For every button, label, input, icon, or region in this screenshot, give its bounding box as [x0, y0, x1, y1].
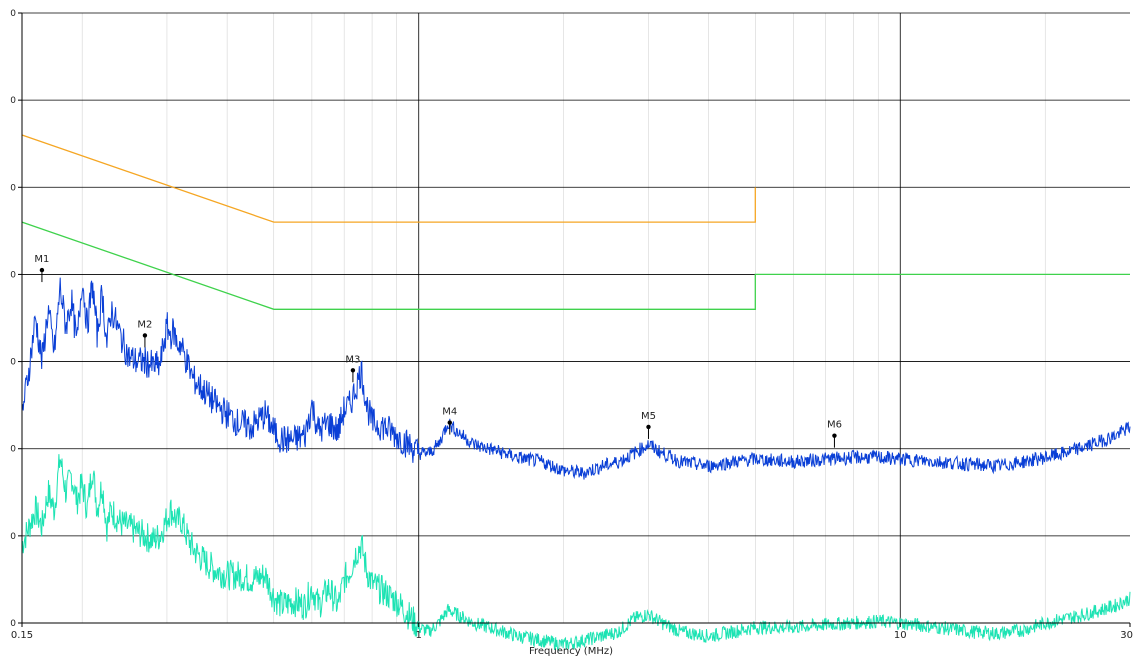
marker-label: M2 — [137, 319, 152, 330]
y-tick-label: 0 — [10, 358, 16, 368]
average-trace — [21, 454, 1131, 652]
measurement-traces — [21, 277, 1131, 652]
avg-limit-line — [21, 221, 1130, 310]
marker-dot — [447, 420, 452, 425]
marker-dot — [646, 424, 651, 430]
marker-label: M6 — [827, 420, 842, 431]
x-tick-label: 30 — [1120, 630, 1133, 641]
y-tick-label: 0 — [10, 532, 16, 542]
y-tick-label: 0 — [10, 96, 16, 106]
marker-label: M3 — [345, 354, 360, 365]
x-tick-label: 10 — [894, 630, 907, 641]
marker-dot — [832, 433, 837, 438]
limit-lines — [21, 134, 1130, 310]
x-tick-label: 1 — [416, 630, 422, 641]
x-tick-label: 0.15 — [11, 630, 33, 641]
y-tick-label: 0 — [10, 183, 16, 193]
y-tick-label: 0 — [10, 445, 16, 455]
peak-trace — [21, 277, 1131, 480]
axes — [21, 13, 1130, 624]
marker-dot — [142, 333, 148, 338]
marker-label: M5 — [641, 411, 656, 422]
peak-markers: M1 M2 M3 M4 M5 M6 — [34, 254, 842, 448]
marker-label: M4 — [442, 407, 457, 418]
y-tick-label: 0 — [10, 270, 16, 280]
minor-grid — [81, 13, 1046, 623]
y-tick-label: 0 — [10, 619, 16, 629]
y-tick-labels: 0 0 0 0 0 0 0 0 — [10, 9, 22, 629]
qp-limit-line — [21, 134, 756, 223]
marker-label: M1 — [34, 254, 49, 265]
x-tick-labels: 0.15 1 10 30 — [11, 623, 1133, 641]
marker-dot — [350, 368, 356, 373]
marker-dot — [39, 267, 45, 273]
x-axis-label: Frequency (MHz) — [529, 646, 613, 657]
y-tick-label: 0 — [10, 9, 16, 19]
